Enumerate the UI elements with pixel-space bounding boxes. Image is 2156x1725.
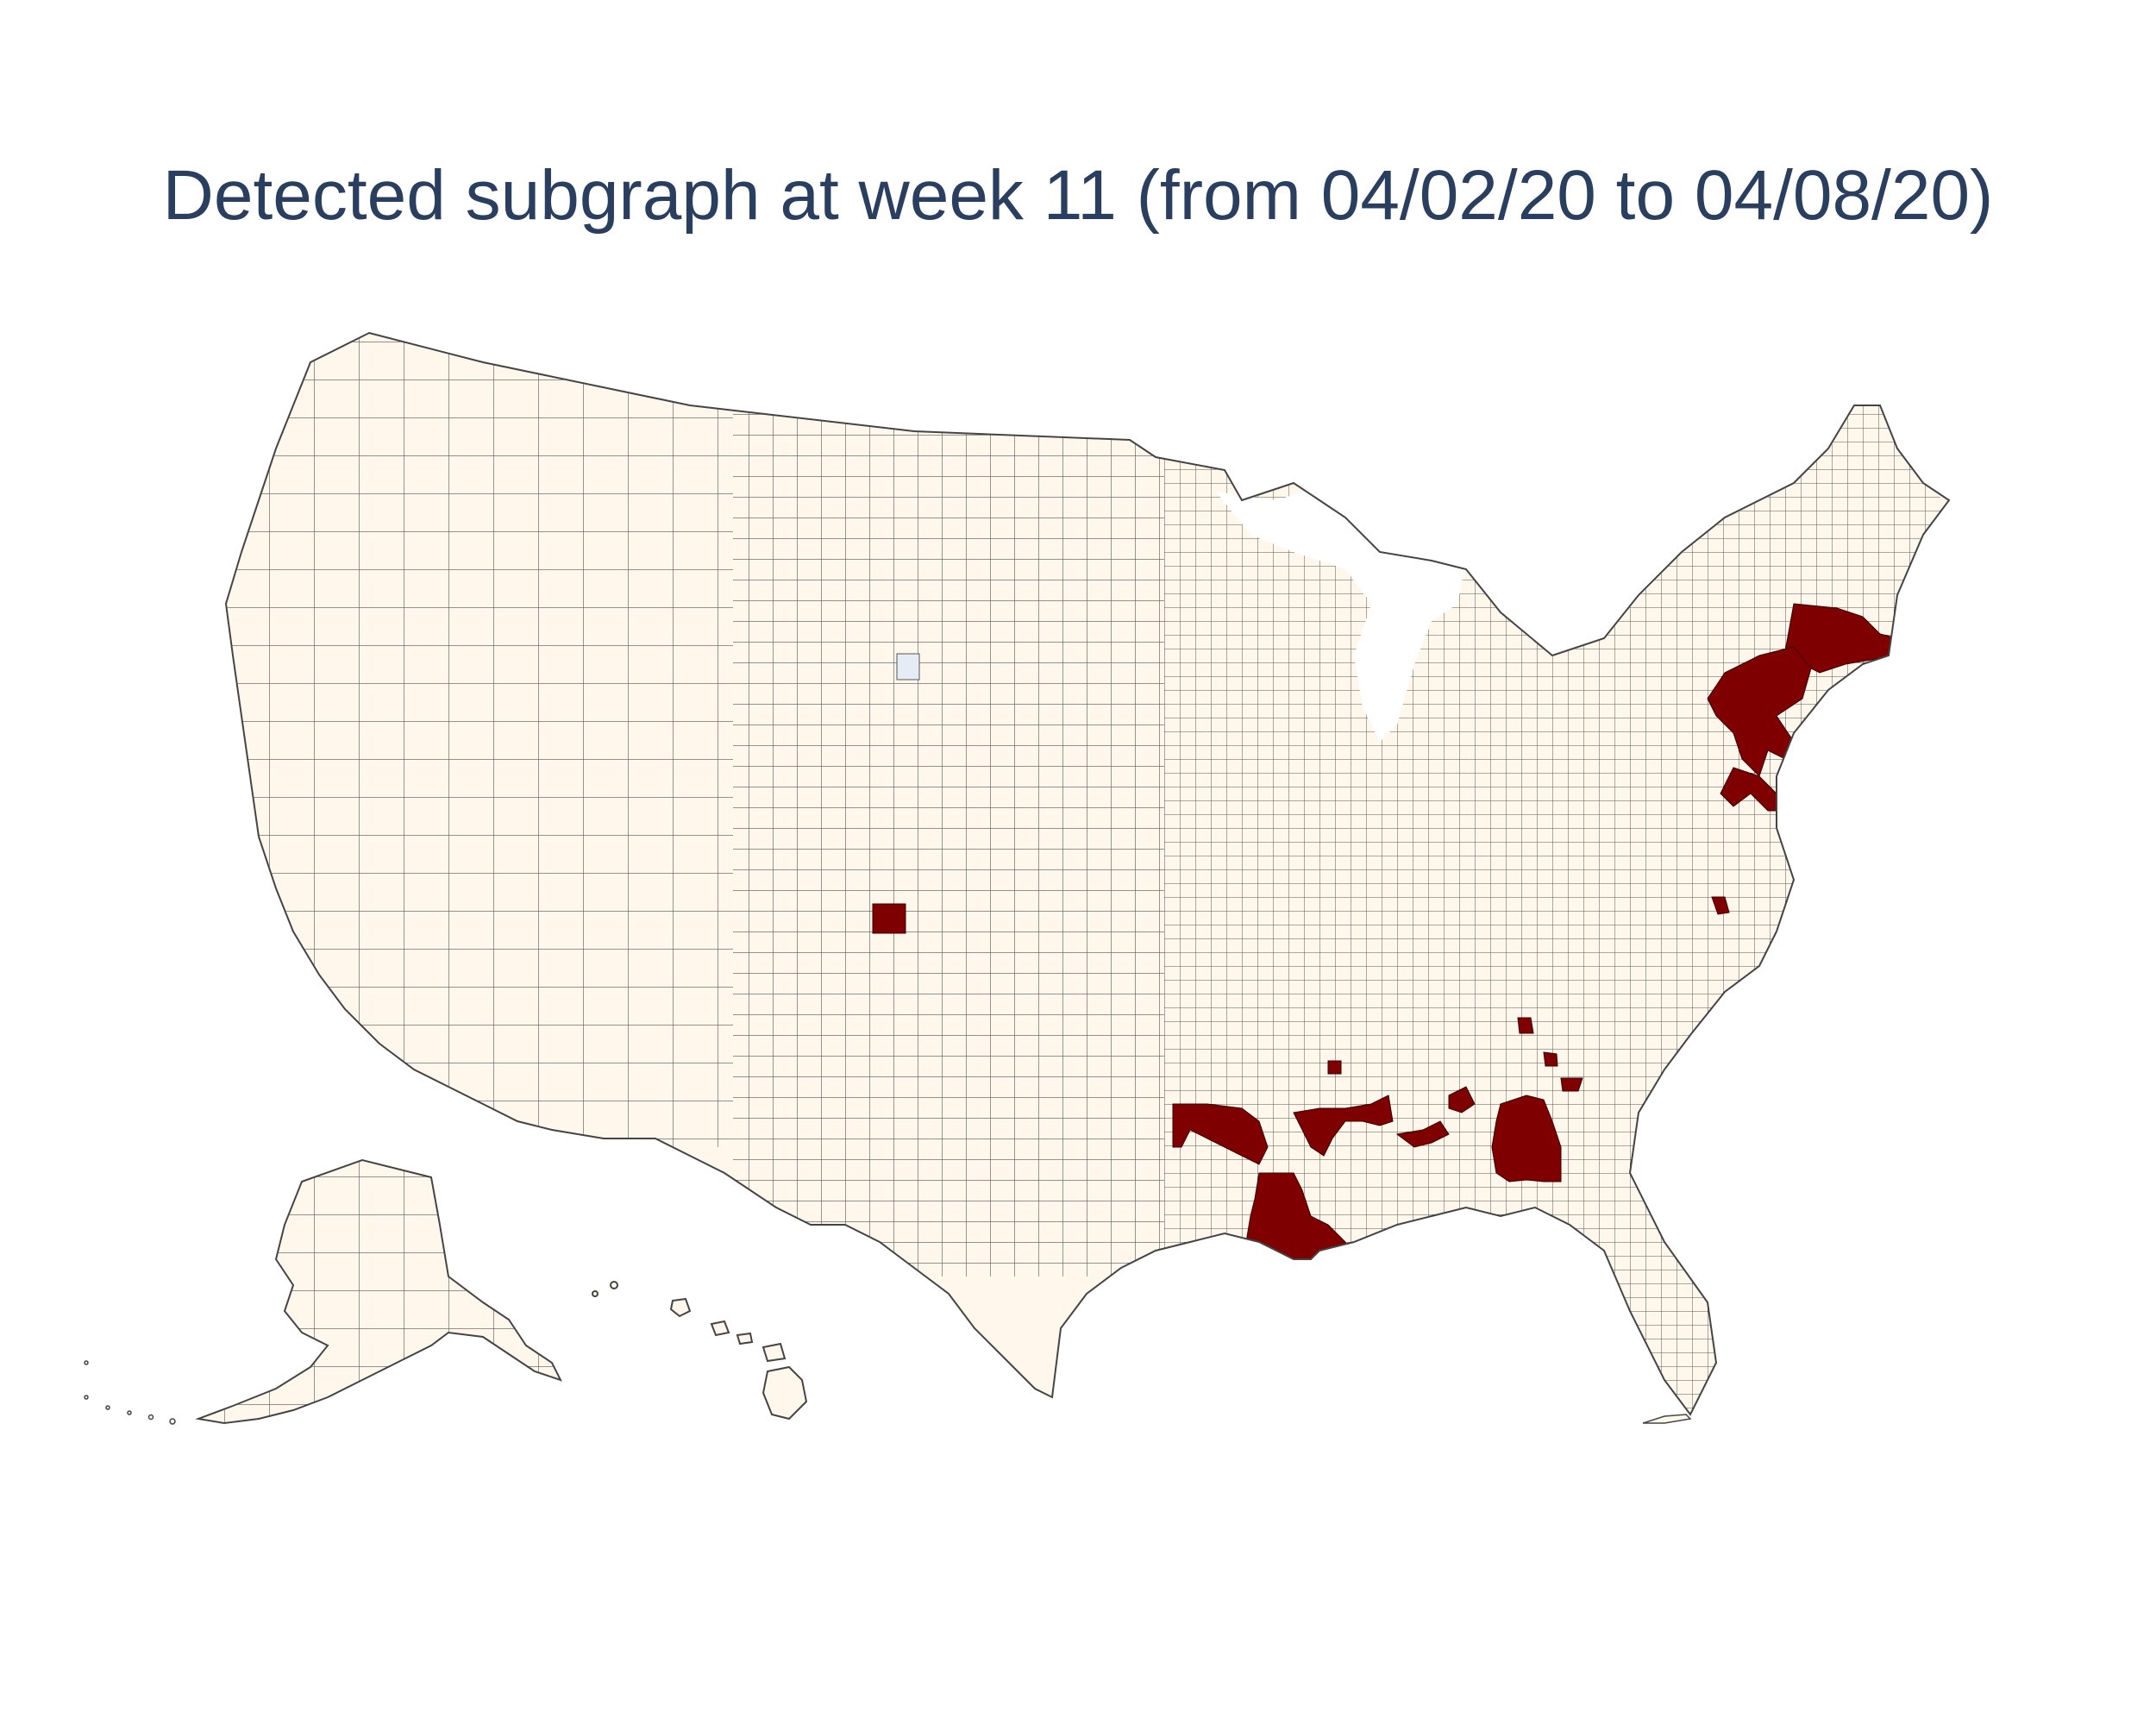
florida-keys: [1642, 1414, 1692, 1424]
central-counties: [733, 333, 1164, 1276]
western-counties: [226, 333, 733, 1147]
region-alabama-north: [1327, 1060, 1476, 1113]
no-data-county: [896, 653, 920, 681]
hawaii: [592, 1281, 808, 1421]
chart-title: Detected subgraph at week 11 (from 04/02…: [162, 156, 1994, 235]
region-georgia-north: [1517, 1017, 1583, 1092]
contiguous-us: [225, 332, 1950, 1415]
region-delaware-maryland: [1720, 767, 1786, 812]
aleutian-islands: [84, 1360, 176, 1425]
region-arkansas-mississippi: [1172, 1103, 1269, 1165]
region-alabama: [1395, 1120, 1450, 1148]
region-mississippi: [1293, 1095, 1394, 1157]
eastern-counties: [1164, 333, 1940, 1414]
detected-regions: [872, 603, 1898, 1269]
alaska: [84, 1159, 561, 1425]
region-georgia: [1491, 1095, 1562, 1182]
region-colorado-county: [872, 903, 906, 934]
region-virginia-point: [1711, 896, 1730, 915]
